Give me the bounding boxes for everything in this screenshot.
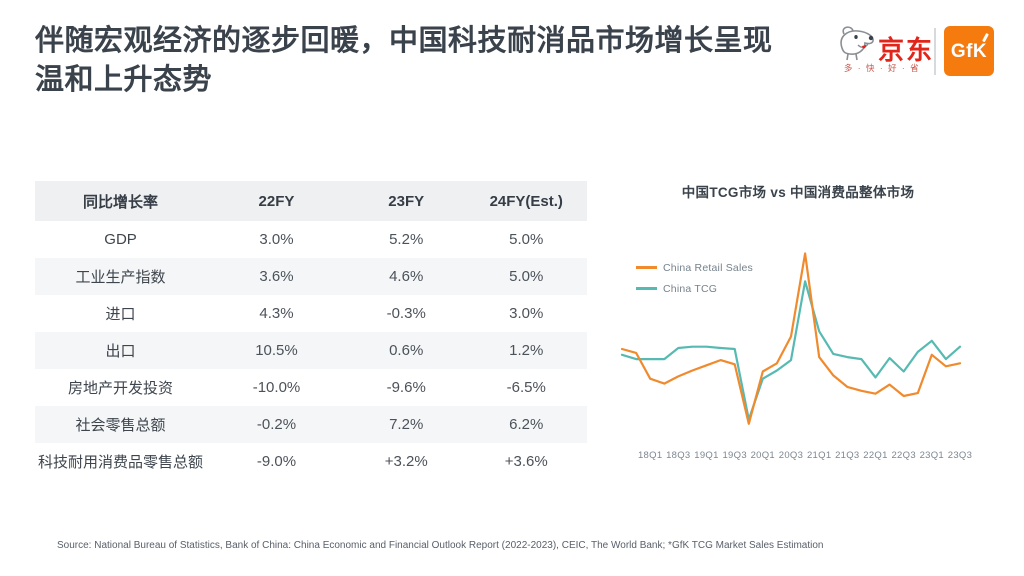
svg-text:21Q1: 21Q1: [807, 450, 831, 461]
cell-value: 0.6%: [346, 332, 466, 369]
tcg-vs-retail-chart: 18Q1 18Q3 19Q1 19Q3 20Q1 20Q3 21Q1 21Q3 22Q1 22Q3…: [612, 240, 984, 470]
svg-text:20Q1: 20Q1: [751, 450, 775, 461]
svg-text:21Q3: 21Q3: [835, 450, 859, 461]
svg-text:23Q1: 23Q1: [920, 450, 944, 461]
col-header-22fy: 22FY: [206, 181, 347, 221]
col-header-23fy: 23FY: [346, 181, 466, 221]
table-row-exports: 出口 10.5% 0.6% 1.2%: [35, 332, 587, 369]
gfk-logo-text: GfK: [950, 41, 988, 62]
cell-value: 4.3%: [259, 305, 294, 322]
svg-text:18Q3: 18Q3: [666, 450, 690, 461]
page-title-line1: 伴随宏观经济的逐步回暖，中国科技耐消品市场增长呈现: [35, 25, 773, 57]
source-note: Source: National Bureau of Statistics, B…: [57, 540, 824, 551]
jd-dog-mascot-icon: [840, 26, 874, 61]
tcg-line-chart: 18Q1 18Q3 19Q1 19Q3 20Q1 20Q3 21Q1 21Q3 22Q1 22Q3…: [620, 252, 972, 461]
cell-value: 5.0%: [509, 231, 544, 248]
cell-value: +3.6%: [504, 453, 548, 470]
cell-value: 10.5%: [206, 332, 347, 369]
page-title-line2: 温和上升态势: [35, 64, 213, 96]
cell-value: -9.6%: [386, 379, 426, 396]
logo-divider: [934, 28, 936, 75]
cell-value: 1.2%: [465, 332, 587, 369]
row-label: 工业生产指数: [35, 258, 207, 295]
col-header-metric: 同比增长率: [35, 181, 207, 221]
legend-swatch-retail: [636, 266, 657, 269]
cell-value: 4.6%: [346, 258, 466, 295]
legend-label-tcg: China TCG: [663, 282, 718, 295]
col-header-24fy: 24FY(Est.): [465, 181, 587, 221]
cell-value: -10.0%: [252, 379, 301, 396]
cell-value: 5.2%: [389, 231, 424, 248]
cell-value: -0.2%: [206, 406, 347, 443]
cell-value: 3.6%: [206, 258, 347, 295]
page-title: 伴随宏观经济的逐步回暖，中国科技耐消品市场增长呈现 温和上升态势: [35, 22, 835, 100]
table-row-imports: 进口 4.3% -0.3% 3.0%: [35, 295, 587, 332]
cell-value: -9.0%: [256, 453, 297, 470]
legend-item-retail: China Retail Sales: [636, 257, 753, 278]
chart-title: 中国TCG市场 vs 中国消费品整体市场: [681, 185, 915, 200]
row-label: 房地产开发投资: [68, 380, 174, 397]
svg-text:18Q1: 18Q1: [638, 450, 662, 461]
row-label: 出口: [35, 332, 207, 369]
row-label: GDP: [104, 231, 137, 248]
table-row-tech-durables-retail: 科技耐用消费品零售总额 -9.0% +3.2% +3.6%: [35, 443, 587, 480]
svg-text:22Q3: 22Q3: [891, 450, 915, 461]
svg-text:22Q1: 22Q1: [863, 450, 887, 461]
jd-logo-text: 京东: [878, 35, 935, 65]
svg-text:19Q3: 19Q3: [722, 450, 746, 461]
legend-item-tcg: China TCG: [636, 278, 753, 299]
cell-value: 3.0%: [509, 305, 544, 322]
cell-value: +3.2%: [384, 453, 428, 470]
table-row-total-retail-sales: 社会零售总额 -0.2% 7.2% 6.2%: [35, 406, 587, 443]
table-header-row: 同比增长率 22FY 23FY 24FY(Est.): [35, 181, 587, 221]
cell-value: 6.2%: [465, 406, 587, 443]
yoy-growth-table: 同比增长率 22FY 23FY 24FY(Est.) GDP 3.0% 5.2%…: [35, 181, 587, 480]
legend-swatch-tcg: [636, 287, 657, 290]
legend-label-retail: China Retail Sales: [663, 261, 753, 274]
cell-value: -6.5%: [506, 379, 546, 396]
cell-value: 5.0%: [465, 258, 587, 295]
chart-legend: China Retail Sales China TCG: [636, 257, 753, 299]
svg-text:23Q3: 23Q3: [948, 450, 972, 461]
table-row-real-estate-investment: 房地产开发投资 -10.0% -9.6% -6.5%: [35, 369, 587, 406]
jd-tagline: 多 · 快 · 好 · 省: [843, 63, 921, 73]
table-row-gdp: GDP 3.0% 5.2% 5.0%: [35, 221, 587, 258]
cell-value: 3.0%: [259, 231, 294, 248]
row-label: 社会零售总额: [35, 406, 207, 443]
cell-value: 7.2%: [346, 406, 466, 443]
svg-text:19Q1: 19Q1: [694, 450, 718, 461]
row-label: 科技耐用消费品零售总额: [38, 454, 204, 471]
cell-value: -0.3%: [386, 305, 426, 322]
svg-text:20Q3: 20Q3: [779, 450, 803, 461]
row-label: 进口: [105, 306, 136, 323]
gfk-logo: GfK: [944, 26, 994, 76]
table-row-industrial-production: 工业生产指数 3.6% 4.6% 5.0%: [35, 258, 587, 295]
